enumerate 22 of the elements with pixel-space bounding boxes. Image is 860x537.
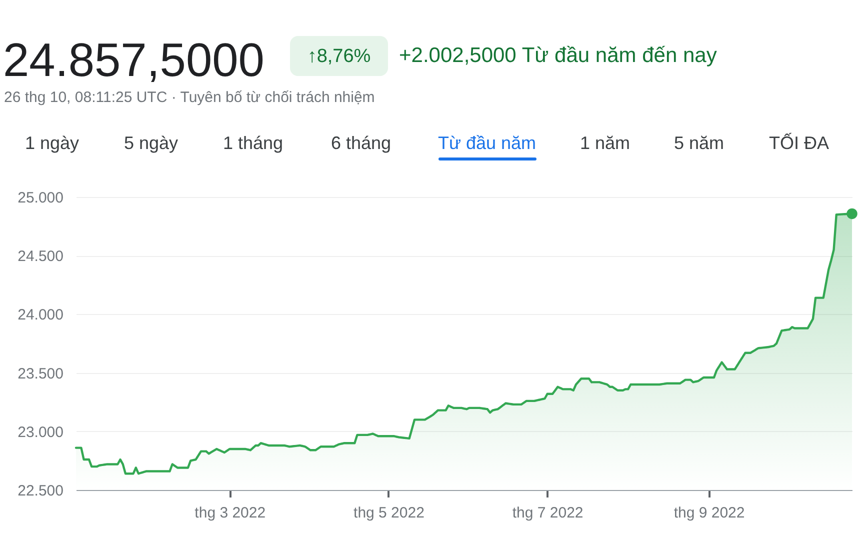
x-tick-label: thg 3 2022	[194, 504, 266, 522]
text: TỐI ĐA	[768, 132, 830, 153]
chart-subtitle: 26 thg 10, 08:11:25 UTC · Tuyên bố từ chối trách nhiệm	[4, 89, 375, 106]
text: Từ đầu năm	[438, 133, 536, 153]
text: ↑8,76%	[307, 46, 371, 67]
text: 1 năm	[580, 133, 630, 153]
text: 5 ngày	[124, 133, 178, 153]
x-tick-label: thg 9 2022	[674, 504, 745, 522]
x-tick-label: thg 5 2022	[354, 504, 424, 522]
text: 1 ngày	[24, 133, 80, 153]
text: 5 năm	[674, 133, 724, 153]
x-tick-label: thg 7 2022	[512, 504, 584, 522]
y-tick-label: 25.000	[18, 190, 64, 206]
chart-title: 24.857,5000	[3, 33, 264, 86]
text: 1 tháng	[222, 133, 284, 153]
y-tick-label: 24.000	[18, 306, 64, 324]
text: 6 tháng	[330, 133, 392, 153]
y-tick-label: 22.500	[18, 482, 64, 500]
y-tick-label: 23.000	[18, 424, 64, 441]
y-tick-label: 23.500	[18, 365, 64, 382]
y-tick-label: 24.500	[18, 248, 64, 266]
text: +2.002,5000 Từ đầu năm đến nay	[399, 44, 718, 67]
